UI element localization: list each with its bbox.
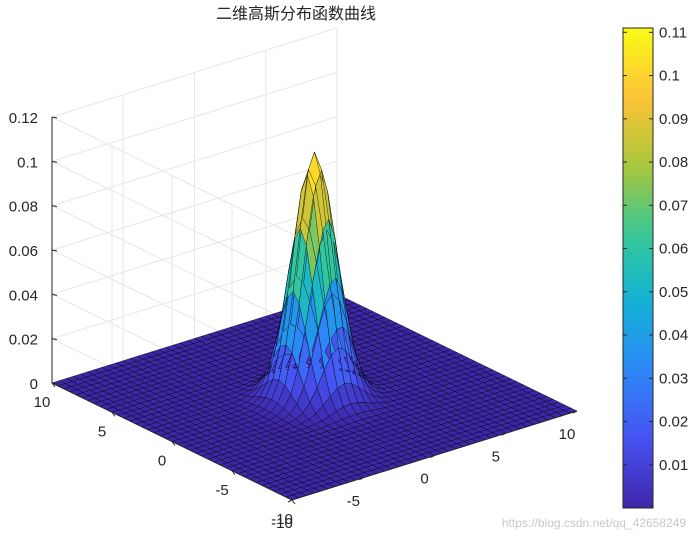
- watermark-text: https://blog.csdn.net/qq_42658249: [502, 516, 686, 530]
- z-tick-label: 0.08: [9, 199, 38, 216]
- x-tick-label: -10: [271, 515, 293, 532]
- colorbar: 0.01 0.02 0.03 0.04 0.05 0.06 0.07 0.08 0.09 0.1 0…: [622, 24, 688, 509]
- y-tick-label: 5: [98, 423, 106, 440]
- colorbar-tick-label: 0.11: [659, 24, 687, 41]
- z-tick-label: 0: [30, 376, 38, 393]
- axes-lines: [51, 116, 578, 505]
- y-tick-label: 10: [34, 394, 51, 411]
- colorbar-tick-label: 0.09: [659, 111, 688, 128]
- colorbar-tick-label: 0.03: [659, 370, 688, 387]
- z-tick-label: 0.04: [9, 287, 38, 304]
- z-tick-label: 0.02: [9, 332, 38, 349]
- x-tick-label: 10: [559, 426, 576, 443]
- colorbar-tick-label: 0.05: [659, 284, 688, 301]
- colorbar-tick-label: 0.04: [659, 327, 688, 344]
- colorbar-tick-label: 0.08: [659, 154, 688, 171]
- z-tick-label: 0.06: [9, 243, 38, 260]
- colorbar-tick-label: 0.01: [659, 457, 688, 474]
- colorbar-tick-label: 0.1: [659, 68, 680, 85]
- colorbar-tick-label: 0.06: [659, 241, 688, 258]
- colorbar-tick-label: 0.02: [659, 414, 688, 431]
- z-tick-label: 0.1: [17, 154, 38, 171]
- x-tick-label: -5: [347, 493, 360, 510]
- surface-mesh: [51, 151, 578, 501]
- tick-labels: -10-50510-10-5051000.020.040.060.080.10.…: [9, 110, 576, 532]
- colorbar-tick-label: 0.07: [659, 197, 688, 214]
- z-tick-label: 0.12: [9, 110, 38, 127]
- y-tick-label: -10: [271, 511, 293, 528]
- y-tick-label: 0: [158, 453, 166, 470]
- x-tick-label: 0: [420, 471, 428, 488]
- y-tick-label: -5: [215, 482, 228, 499]
- colorbar-gradient: [622, 27, 654, 509]
- chart-title: 二维高斯分布函数曲线: [216, 4, 376, 23]
- x-tick-label: 5: [492, 448, 500, 465]
